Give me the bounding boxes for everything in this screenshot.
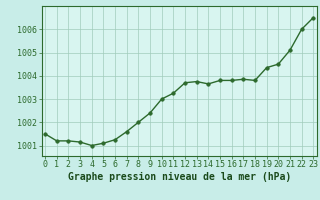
X-axis label: Graphe pression niveau de la mer (hPa): Graphe pression niveau de la mer (hPa) <box>68 172 291 182</box>
